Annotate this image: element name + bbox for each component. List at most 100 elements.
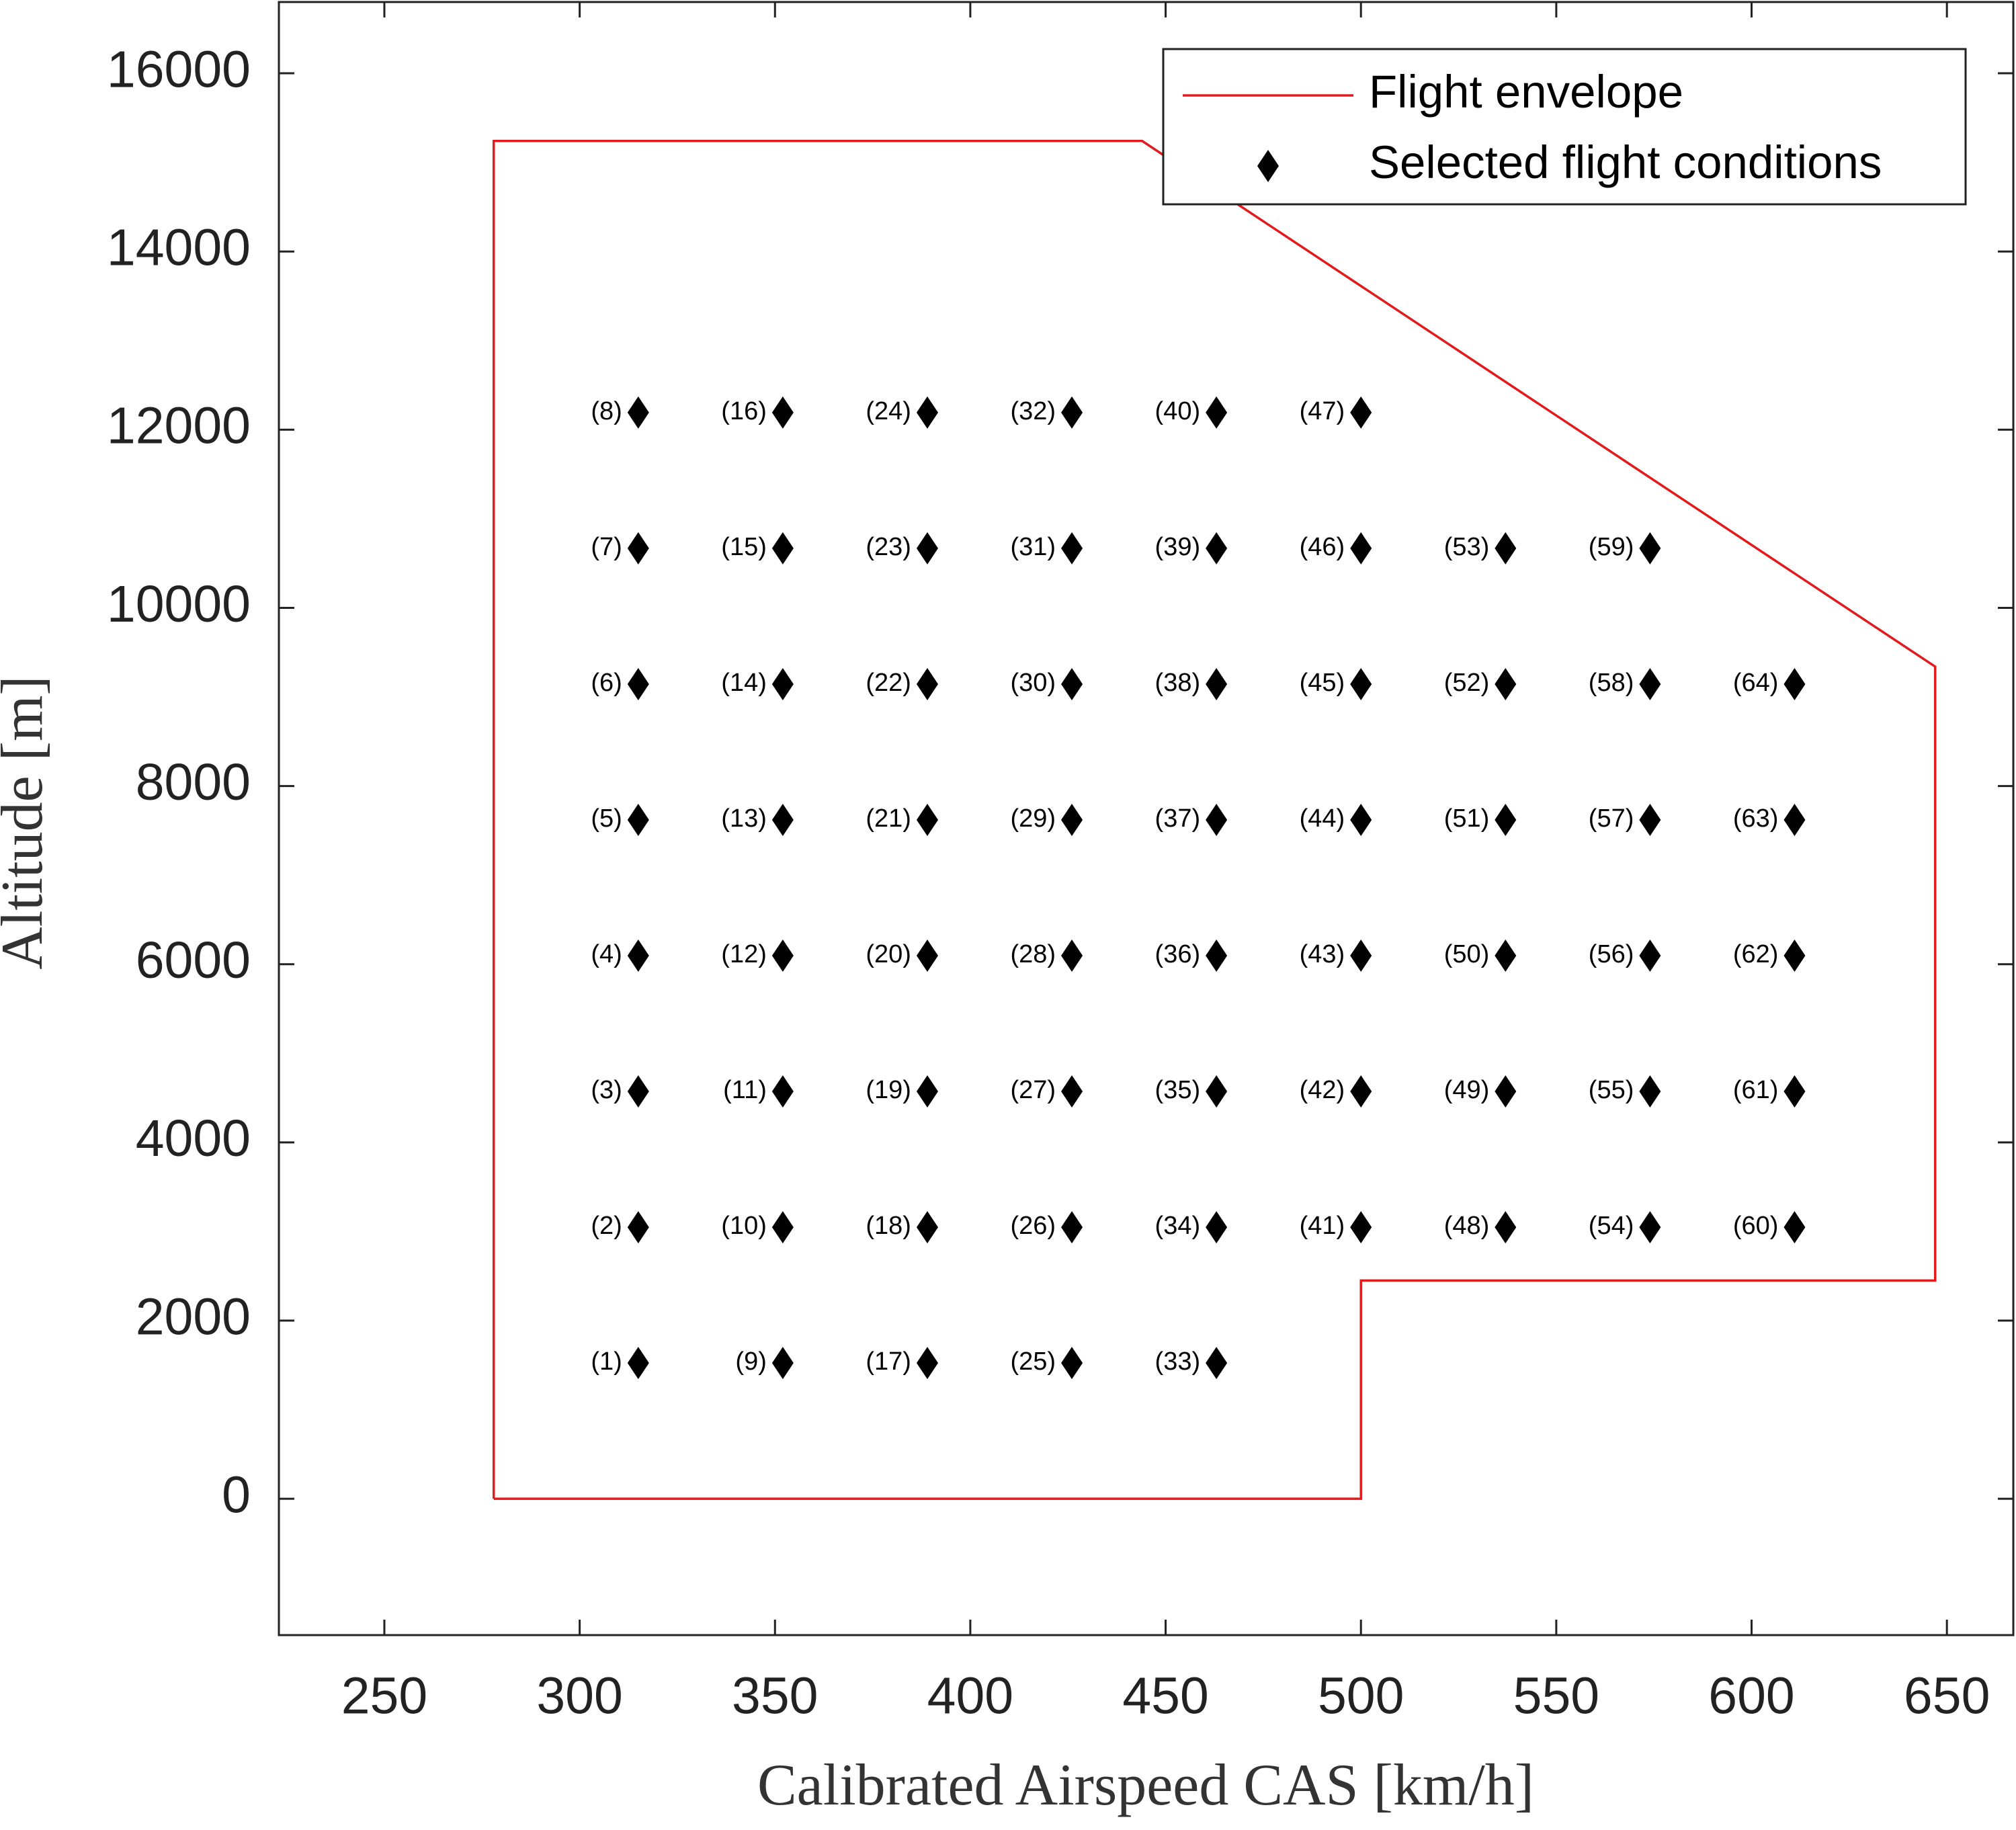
point-label: (45) bbox=[1300, 669, 1345, 697]
flight-condition-point bbox=[1350, 803, 1372, 836]
point-label: (16) bbox=[721, 397, 767, 425]
flight-condition-point bbox=[1061, 1211, 1083, 1244]
flight-condition-point bbox=[1061, 396, 1083, 429]
point-label: (49) bbox=[1444, 1076, 1490, 1104]
flight-condition-point bbox=[771, 532, 794, 565]
point-label: (51) bbox=[1444, 804, 1490, 833]
point-label: (26) bbox=[1010, 1212, 1056, 1240]
flight-condition-point bbox=[1350, 1211, 1372, 1244]
flight-condition-point bbox=[1639, 532, 1661, 565]
point-label: (56) bbox=[1589, 940, 1634, 968]
flight-condition-point bbox=[771, 667, 794, 700]
flight-condition-point bbox=[916, 1347, 938, 1380]
flight-condition-point bbox=[627, 803, 649, 836]
flight-condition-point bbox=[1639, 1211, 1661, 1244]
point-label: (12) bbox=[721, 940, 767, 968]
point-label: (2) bbox=[591, 1212, 622, 1240]
point-label: (35) bbox=[1155, 1076, 1201, 1104]
x-tick-label: 450 bbox=[1122, 1667, 1208, 1724]
flight-condition-point bbox=[771, 1075, 794, 1108]
y-tick-label: 4000 bbox=[136, 1110, 251, 1167]
point-label: (18) bbox=[866, 1212, 911, 1240]
point-label: (32) bbox=[1010, 397, 1056, 425]
flight-condition-point bbox=[916, 667, 938, 700]
flight-condition-point bbox=[1783, 803, 1806, 836]
point-label: (64) bbox=[1733, 669, 1779, 697]
point-label: (30) bbox=[1010, 669, 1056, 697]
y-tick-label: 2000 bbox=[136, 1288, 251, 1345]
point-label: (46) bbox=[1300, 533, 1345, 561]
point-label: (62) bbox=[1733, 940, 1779, 968]
point-label: (23) bbox=[866, 533, 911, 561]
point-label: (44) bbox=[1300, 804, 1345, 833]
point-label: (25) bbox=[1010, 1347, 1056, 1376]
point-label: (3) bbox=[591, 1076, 622, 1104]
point-label: (17) bbox=[866, 1347, 911, 1376]
flight-condition-point bbox=[1061, 940, 1083, 972]
flight-condition-point bbox=[1495, 1211, 1517, 1244]
point-label: (21) bbox=[866, 804, 911, 833]
flight-condition-point bbox=[1350, 532, 1372, 565]
plot-frame bbox=[278, 1, 2015, 1636]
flight-condition-point bbox=[1061, 1347, 1083, 1380]
point-label: (28) bbox=[1010, 940, 1056, 968]
flight-condition-point bbox=[1783, 1211, 1806, 1244]
x-tick-label: 350 bbox=[732, 1667, 818, 1724]
y-axis-label: Altitude [m] bbox=[0, 675, 55, 969]
flight-condition-point bbox=[1495, 532, 1517, 565]
point-label: (36) bbox=[1155, 940, 1201, 968]
y-tick-label: 6000 bbox=[136, 931, 251, 989]
flight-condition-point bbox=[916, 940, 938, 972]
flight-condition-point bbox=[916, 1211, 938, 1244]
point-label: (11) bbox=[723, 1076, 767, 1104]
point-label: (9) bbox=[735, 1347, 766, 1376]
flight-condition-point bbox=[916, 1075, 938, 1108]
flight-condition-point bbox=[1783, 667, 1806, 700]
flight-condition-point bbox=[1495, 1075, 1517, 1108]
flight-condition-point bbox=[771, 803, 794, 836]
point-label: (53) bbox=[1444, 533, 1490, 561]
y-tick-label: 10000 bbox=[107, 575, 251, 633]
point-label: (4) bbox=[591, 940, 622, 968]
point-label: (54) bbox=[1589, 1212, 1634, 1240]
point-label: (47) bbox=[1300, 397, 1345, 425]
point-label: (19) bbox=[866, 1076, 911, 1104]
flight-condition-point bbox=[1061, 532, 1083, 565]
flight-condition-point bbox=[1639, 1075, 1661, 1108]
flight-condition-point bbox=[1350, 396, 1372, 429]
flight-condition-point bbox=[1783, 940, 1806, 972]
point-label: (5) bbox=[591, 804, 622, 833]
flight-condition-point bbox=[627, 940, 649, 972]
y-tick-label: 16000 bbox=[107, 40, 251, 98]
point-label: (31) bbox=[1010, 533, 1056, 561]
point-label: (8) bbox=[591, 397, 622, 425]
flight-condition-point bbox=[627, 667, 649, 700]
point-label: (57) bbox=[1589, 804, 1634, 833]
flight-condition-point bbox=[627, 1211, 649, 1244]
point-label: (33) bbox=[1155, 1347, 1201, 1376]
flight-condition-point bbox=[1783, 1075, 1806, 1108]
legend-box bbox=[1162, 48, 1967, 206]
flight-condition-point bbox=[1206, 1075, 1228, 1108]
point-label: (42) bbox=[1300, 1076, 1345, 1104]
flight-condition-point bbox=[627, 532, 649, 565]
flight-condition-point bbox=[1639, 940, 1661, 972]
flight-condition-point bbox=[771, 396, 794, 429]
legend-label: Selected flight conditions bbox=[1369, 136, 1882, 188]
point-label: (13) bbox=[721, 804, 767, 833]
point-label: (1) bbox=[591, 1347, 622, 1376]
x-tick-label: 250 bbox=[341, 1667, 427, 1724]
flight-condition-point bbox=[916, 396, 938, 429]
envelope-line bbox=[492, 140, 1937, 1500]
point-label: (37) bbox=[1155, 804, 1201, 833]
flight-condition-point bbox=[1206, 1211, 1228, 1244]
legend-marker bbox=[1257, 150, 1279, 182]
point-label: (63) bbox=[1733, 804, 1779, 833]
x-tick-label: 500 bbox=[1318, 1667, 1404, 1724]
flight-condition-point bbox=[627, 1075, 649, 1108]
point-label: (52) bbox=[1444, 669, 1490, 697]
flight-condition-point bbox=[1350, 1075, 1372, 1108]
flight-condition-point bbox=[1206, 396, 1228, 429]
flight-condition-point bbox=[1350, 940, 1372, 972]
flight-condition-point bbox=[1350, 667, 1372, 700]
